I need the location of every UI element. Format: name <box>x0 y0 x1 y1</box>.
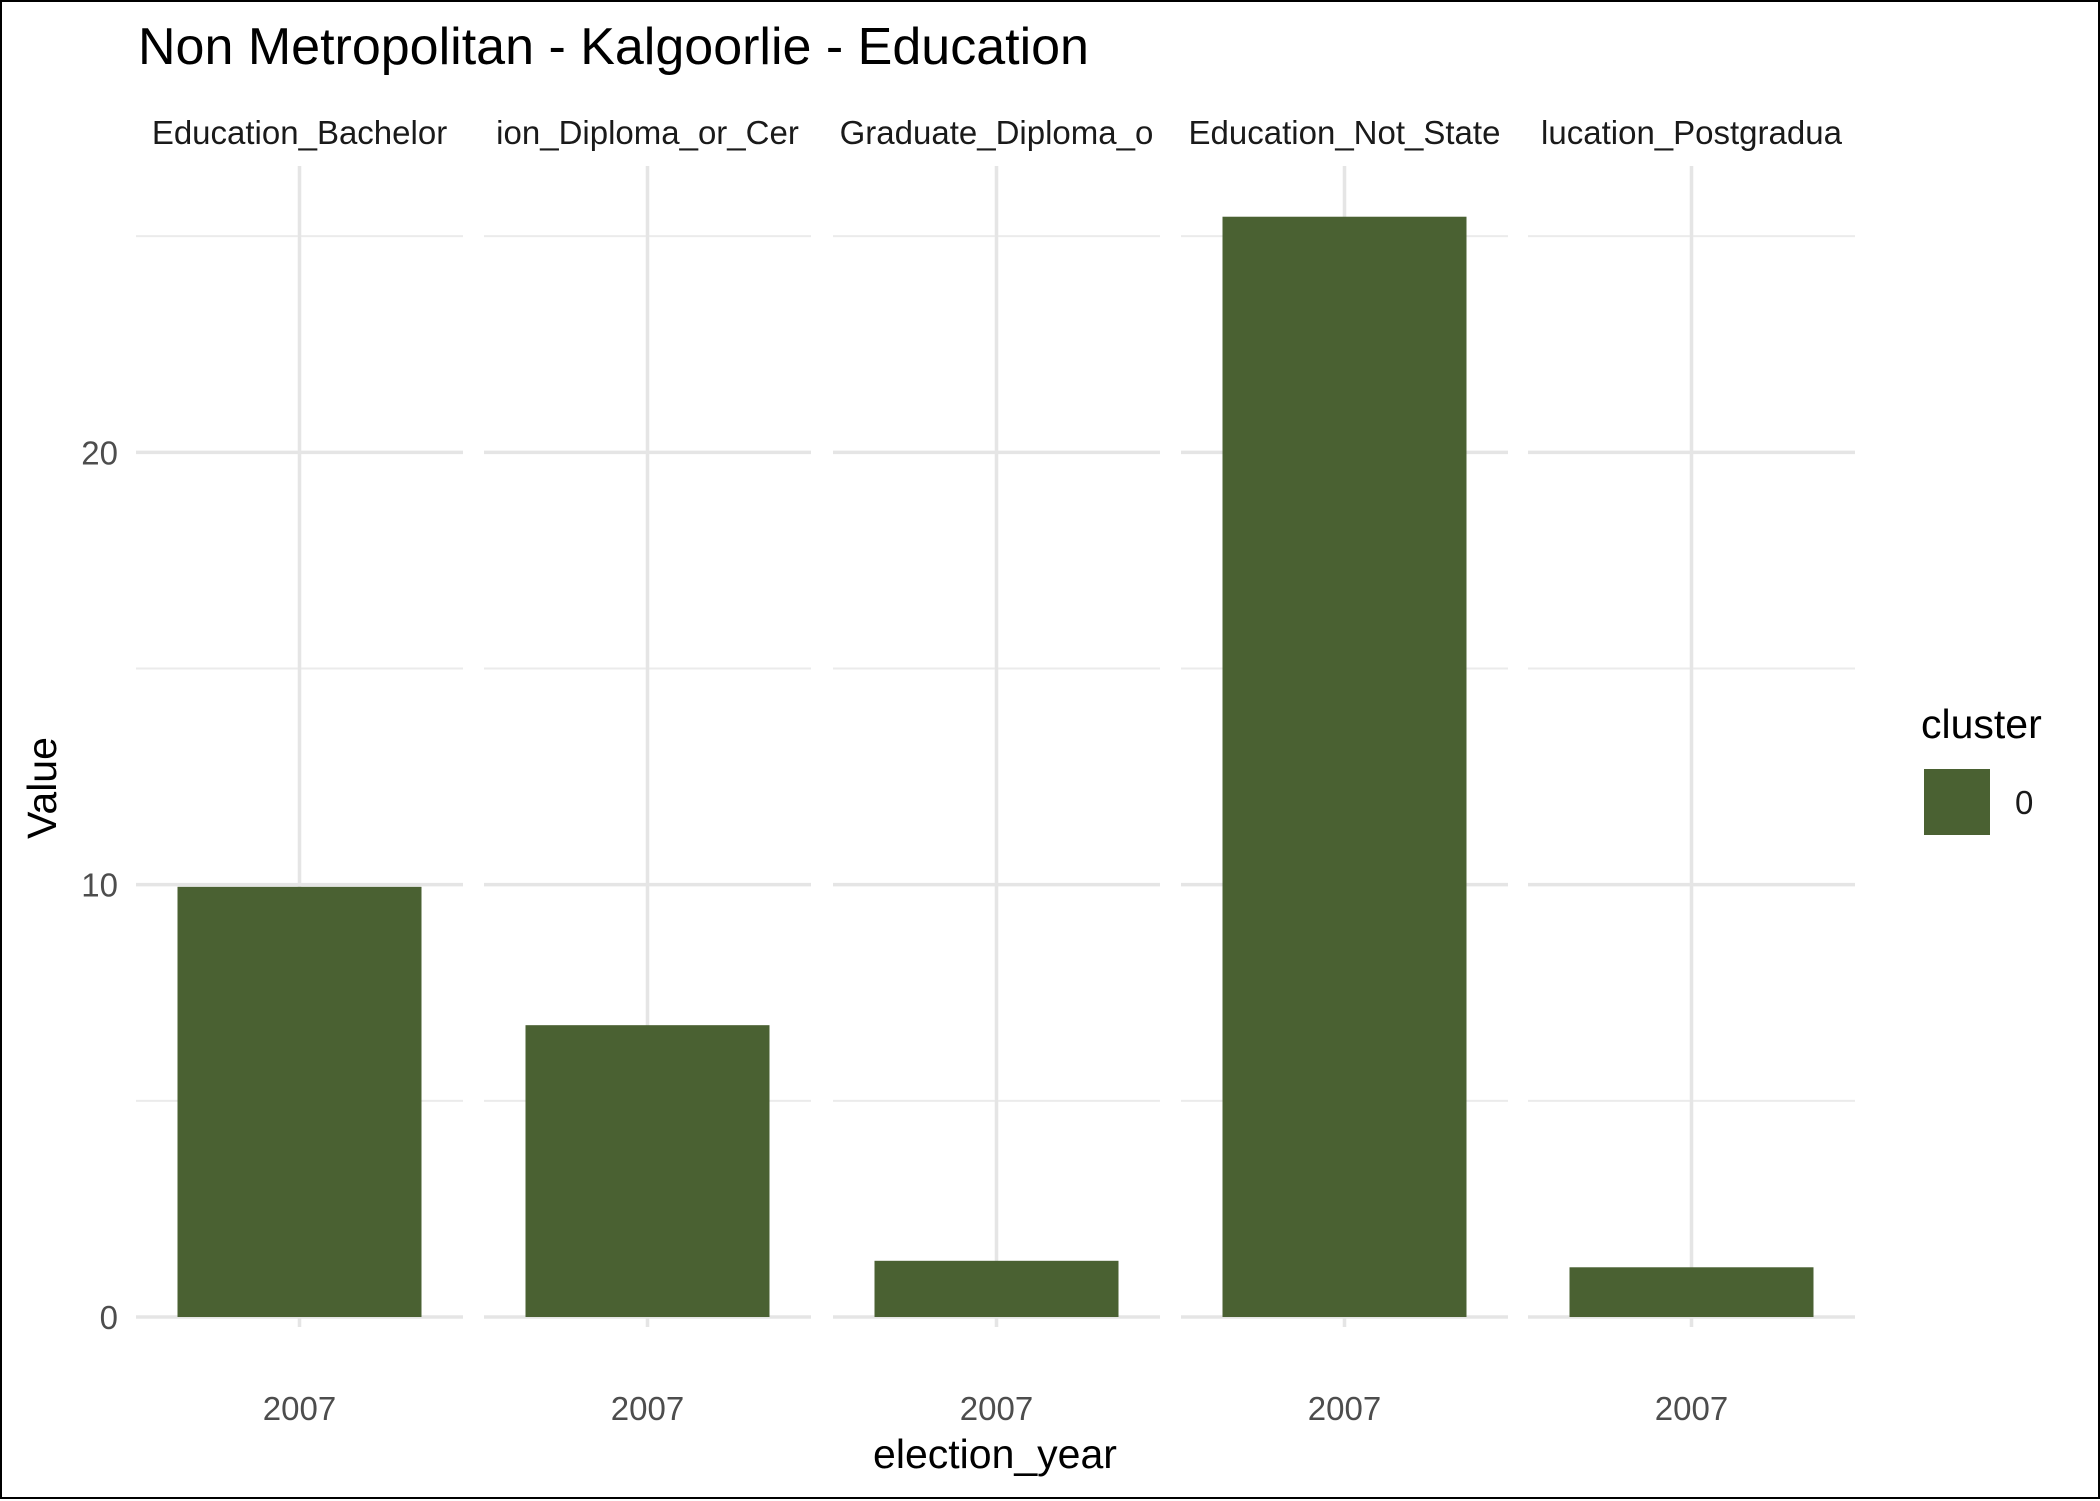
legend-key-swatch <box>1924 769 1990 835</box>
bar <box>525 1025 770 1317</box>
y-axis-title: Value <box>19 737 65 839</box>
bar <box>1569 1267 1814 1317</box>
y-tick-label: 0 <box>100 1299 118 1336</box>
x-axis-title: election_year <box>873 1431 1117 1477</box>
chart-title: Non Metropolitan - Kalgoorlie - Educatio… <box>138 18 1089 76</box>
facet-strip-label: Education_Not_State <box>1189 114 1501 151</box>
facet-panel: lucation_Postgradua 2007 <box>1528 114 1855 1427</box>
x-tick-label: 2007 <box>263 1390 336 1427</box>
y-tick-label: 10 <box>81 867 118 904</box>
x-tick-label: 2007 <box>1308 1390 1381 1427</box>
bar <box>874 1260 1119 1317</box>
facet-panel: Education_Not_State 2007 <box>1181 114 1508 1427</box>
bar <box>177 886 422 1317</box>
legend: cluster 0 <box>1921 701 2042 835</box>
legend-key-label: 0 <box>2015 784 2033 821</box>
x-tick-label: 2007 <box>1655 1390 1728 1427</box>
facet-panel: Education_Bachelor 2007 <box>136 114 463 1427</box>
facet-strip-label: lucation_Postgradua <box>1541 114 1843 151</box>
facet-strip-label: ion_Diploma_or_Cer <box>496 114 799 151</box>
y-tick-label: 20 <box>81 434 118 471</box>
facet-panel: Graduate_Diploma_o 2007 <box>833 114 1160 1427</box>
facet-strip-label: Graduate_Diploma_o <box>840 114 1154 151</box>
bar <box>1222 216 1467 1318</box>
facet-strip-label: Education_Bachelor <box>152 114 447 151</box>
x-tick-label: 2007 <box>960 1390 1033 1427</box>
facet-panel: ion_Diploma_or_Cer 2007 <box>484 114 811 1427</box>
x-tick-label: 2007 <box>611 1390 684 1427</box>
legend-title: cluster <box>1921 701 2042 747</box>
